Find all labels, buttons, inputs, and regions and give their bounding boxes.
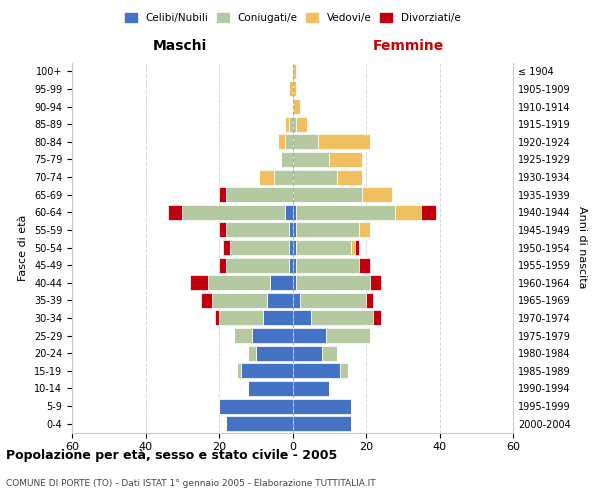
Text: COMUNE DI PORTE (TO) - Dati ISTAT 1° gennaio 2005 - Elaborazione TUTTITALIA.IT: COMUNE DI PORTE (TO) - Dati ISTAT 1° gen… — [6, 478, 376, 488]
Bar — [200, 293, 212, 308]
Bar — [263, 310, 293, 326]
Bar — [293, 275, 296, 290]
Bar — [395, 205, 421, 220]
Bar — [259, 170, 274, 184]
Bar — [293, 364, 340, 378]
Bar — [281, 152, 293, 167]
Bar — [234, 328, 252, 343]
Bar — [296, 240, 352, 255]
Bar — [340, 364, 347, 378]
Bar — [293, 205, 296, 220]
Bar — [421, 205, 436, 220]
Bar — [300, 293, 366, 308]
Bar — [296, 116, 307, 132]
Bar — [318, 134, 370, 150]
Bar — [296, 205, 395, 220]
Bar — [359, 222, 370, 238]
Bar — [296, 258, 359, 272]
Bar — [278, 134, 285, 150]
Bar — [182, 205, 285, 220]
Bar — [293, 116, 296, 132]
Bar — [293, 64, 296, 79]
Text: Maschi: Maschi — [153, 38, 207, 52]
Y-axis label: Fasce di età: Fasce di età — [19, 214, 28, 280]
Bar — [293, 381, 329, 396]
Bar — [293, 170, 337, 184]
Bar — [359, 258, 370, 272]
Bar — [208, 275, 271, 290]
Bar — [352, 240, 355, 255]
Bar — [293, 152, 329, 167]
Bar — [219, 258, 226, 272]
Bar — [289, 222, 293, 238]
Bar — [267, 293, 293, 308]
Bar — [241, 364, 293, 378]
Y-axis label: Anni di nascita: Anni di nascita — [577, 206, 587, 289]
Bar — [293, 293, 300, 308]
Bar — [226, 258, 289, 272]
Bar — [293, 240, 296, 255]
Bar — [248, 381, 293, 396]
Bar — [226, 222, 289, 238]
Bar — [337, 170, 362, 184]
Bar — [226, 187, 293, 202]
Bar — [293, 99, 300, 114]
Bar — [366, 293, 373, 308]
Bar — [289, 82, 293, 96]
Bar — [373, 310, 381, 326]
Bar — [289, 240, 293, 255]
Bar — [256, 346, 293, 360]
Bar — [293, 328, 326, 343]
Bar — [248, 346, 256, 360]
Bar — [226, 416, 293, 431]
Bar — [296, 275, 370, 290]
Bar — [252, 328, 293, 343]
Bar — [362, 187, 392, 202]
Bar — [274, 170, 293, 184]
Bar — [329, 152, 362, 167]
Bar — [219, 222, 226, 238]
Bar — [285, 134, 293, 150]
Bar — [293, 222, 296, 238]
Bar — [212, 293, 267, 308]
Bar — [219, 310, 263, 326]
Bar — [293, 258, 296, 272]
Bar — [293, 134, 318, 150]
Bar — [326, 328, 370, 343]
Bar — [293, 416, 352, 431]
Bar — [311, 310, 373, 326]
Legend: Celibi/Nubili, Coniugati/e, Vedovi/e, Divorziati/e: Celibi/Nubili, Coniugati/e, Vedovi/e, Di… — [121, 8, 464, 27]
Bar — [293, 310, 311, 326]
Text: Popolazione per età, sesso e stato civile - 2005: Popolazione per età, sesso e stato civil… — [6, 450, 337, 462]
Bar — [230, 240, 289, 255]
Bar — [271, 275, 293, 290]
Bar — [285, 116, 289, 132]
Bar — [296, 222, 359, 238]
Bar — [289, 116, 293, 132]
Bar — [167, 205, 182, 220]
Bar — [190, 275, 208, 290]
Bar — [215, 310, 219, 326]
Bar — [293, 398, 352, 413]
Bar — [223, 240, 230, 255]
Bar — [219, 398, 293, 413]
Bar — [322, 346, 337, 360]
Bar — [285, 205, 293, 220]
Bar — [355, 240, 359, 255]
Bar — [219, 187, 226, 202]
Bar — [370, 275, 381, 290]
Bar — [289, 258, 293, 272]
Bar — [293, 187, 362, 202]
Bar — [293, 82, 296, 96]
Text: Femmine: Femmine — [373, 38, 443, 52]
Bar — [293, 346, 322, 360]
Bar — [238, 364, 241, 378]
